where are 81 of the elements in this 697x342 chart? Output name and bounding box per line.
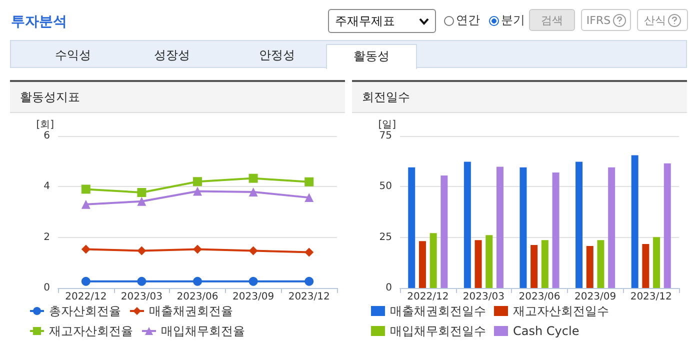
x-tick-label: 2023/09 <box>574 292 616 302</box>
y-tick-label: 0 <box>44 282 50 294</box>
bar <box>530 245 538 288</box>
point <box>304 276 314 286</box>
point <box>81 184 90 194</box>
text: 수익성 <box>55 47 91 64</box>
legend-label: 총자산회전율 <box>49 304 121 318</box>
point <box>137 196 146 206</box>
point <box>248 276 258 286</box>
text: 안정성 <box>259 47 295 64</box>
point <box>137 276 146 286</box>
legend-label: Cash Cycle <box>513 324 580 338</box>
text: 주재무제표 <box>335 12 395 30</box>
bar <box>664 163 671 288</box>
bar <box>541 240 548 288</box>
y-tick-label: 6 <box>44 130 50 142</box>
bar <box>474 240 482 288</box>
bar <box>597 240 604 288</box>
legend-label: 재고자산회전일수 <box>513 304 609 318</box>
bar <box>576 162 583 288</box>
bar <box>486 235 493 288</box>
x-tick-label: 2023/06 <box>176 292 218 302</box>
point <box>304 248 314 257</box>
text: 활동성 <box>326 44 417 69</box>
y-tick-label: 75 <box>379 130 392 142</box>
legend-label: 매출채권회전율 <box>149 304 233 318</box>
x-tick-label: 2023/06 <box>518 292 560 302</box>
text: 성장성 <box>154 47 190 64</box>
point <box>248 246 258 256</box>
text: IFRS <box>586 14 611 26</box>
y-tick-label: 50 <box>379 181 392 192</box>
legend-label: 매입채무회전율 <box>161 324 245 338</box>
point <box>193 186 202 196</box>
bar <box>552 172 560 288</box>
text: 투자분석 <box>11 13 67 31</box>
legend-label: 매입채무회전일수 <box>390 324 486 338</box>
point <box>137 246 146 256</box>
y-axis-title: [회] <box>36 120 54 130</box>
legend-label: 매출채권회전일수 <box>390 304 486 318</box>
bar <box>418 241 426 288</box>
point <box>81 244 90 254</box>
bar <box>408 167 416 288</box>
bar <box>430 233 437 288</box>
text: 검색 <box>529 9 575 31</box>
x-tick-label: 2023/03 <box>120 292 162 302</box>
point <box>248 187 258 196</box>
text: 분기 <box>501 12 525 29</box>
x-tick-label: 2023/03 <box>462 292 504 302</box>
point <box>248 174 258 183</box>
y-tick-label: 4 <box>44 181 50 192</box>
legend-label: 재고자산회전율 <box>49 324 133 338</box>
y-tick-label: 25 <box>379 232 392 243</box>
bar <box>631 155 638 288</box>
x-tick-label: 2022/12 <box>65 292 107 302</box>
bar <box>653 237 660 288</box>
text: 연간 <box>456 12 480 29</box>
bar <box>608 167 616 288</box>
point <box>137 188 146 197</box>
x-tick-label: 2022/12 <box>407 292 449 302</box>
point <box>304 193 314 202</box>
y-tick-label: 0 <box>386 282 392 294</box>
point <box>193 177 202 186</box>
bar <box>440 176 448 288</box>
point <box>193 276 202 286</box>
bar <box>586 246 594 288</box>
y-axis-title: [일] <box>378 120 396 130</box>
bar <box>464 162 471 288</box>
x-tick-label: 2023/12 <box>288 292 330 302</box>
x-tick-label: 2023/12 <box>630 292 672 302</box>
point <box>304 177 314 186</box>
chart-title: 활동성지표 <box>10 82 345 113</box>
bar <box>496 166 504 288</box>
chart-title: 회전일수 <box>352 82 687 113</box>
x-tick-label: 2023/09 <box>232 292 274 302</box>
bar <box>520 167 527 288</box>
point <box>81 276 90 286</box>
point <box>193 244 202 254</box>
text: 산식 <box>644 12 666 28</box>
y-tick-label: 2 <box>44 232 50 243</box>
point <box>81 200 90 209</box>
bar <box>642 244 650 288</box>
